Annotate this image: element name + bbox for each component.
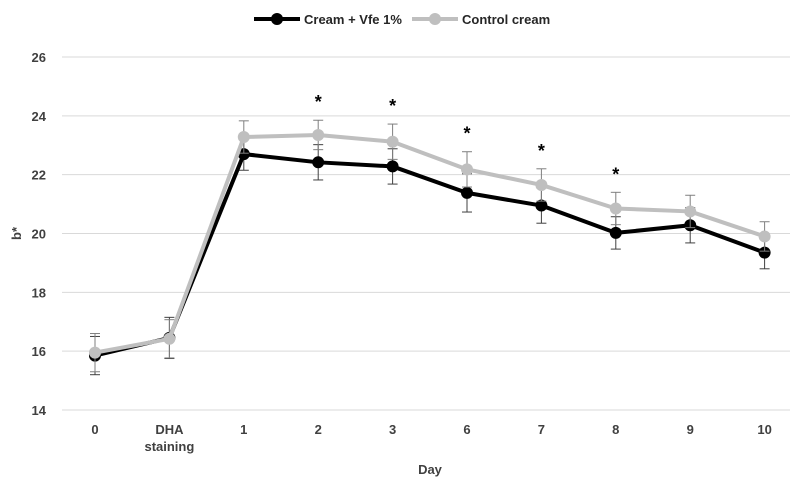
gridlines: [62, 56, 790, 411]
data-point: [609, 202, 622, 215]
legend: Cream + Vfe 1% Control cream: [254, 12, 550, 27]
significance-mark: *: [463, 124, 470, 144]
significance-mark: *: [315, 92, 322, 112]
y-tick-label: 24: [32, 109, 47, 124]
significance-mark: *: [389, 96, 396, 116]
series-layer: [89, 119, 771, 376]
series-line: [94, 132, 766, 355]
legend-label: Control cream: [462, 12, 550, 27]
y-tick-label: 20: [32, 227, 46, 242]
y-tick-label: 16: [32, 344, 46, 359]
legend-label: Cream + Vfe 1%: [304, 12, 402, 27]
x-tick-label: 2: [315, 422, 322, 437]
data-point: [758, 230, 771, 243]
x-tick-label: 9: [687, 422, 694, 437]
x-tick-label: 0: [91, 422, 98, 437]
series-cream-vfe: [89, 137, 771, 376]
x-tick-label: 10: [757, 422, 771, 437]
legend-item: Cream + Vfe 1%: [254, 12, 402, 27]
legend-marker: [429, 13, 441, 25]
significance-mark: *: [612, 164, 619, 184]
series-line: [94, 152, 766, 358]
legend-item: Control cream: [412, 12, 550, 27]
x-tick-label: DHA staining: [144, 422, 194, 454]
data-point: [684, 205, 697, 218]
data-point: [461, 163, 473, 176]
y-axis-title: b*: [9, 226, 24, 240]
x-axis-ticks: 0 DHA staining 1 2 3 6 7 8 9 10: [91, 422, 771, 454]
data-point: [312, 156, 325, 169]
x-tick-label: 1: [240, 422, 247, 437]
data-point: [386, 135, 399, 148]
significance-marks: * * * * *: [315, 92, 620, 184]
x-axis-title: Day: [418, 462, 443, 477]
data-point: [535, 199, 548, 212]
x-tick-label: 7: [538, 422, 545, 437]
series-control-cream: [89, 119, 771, 373]
data-point: [461, 186, 473, 199]
significance-mark: *: [538, 141, 545, 161]
data-point: [237, 131, 250, 144]
data-point: [89, 346, 101, 359]
x-tick-label: 3: [389, 422, 396, 437]
y-tick-label: 18: [32, 285, 46, 300]
data-point: [758, 246, 771, 259]
x-tick-label: 8: [612, 422, 619, 437]
y-tick-label: 22: [32, 168, 46, 183]
data-point: [163, 332, 176, 345]
data-point: [609, 226, 622, 239]
y-axis-ticks: 14 16 18 20 22 24 26: [32, 50, 47, 418]
legend-marker: [271, 13, 283, 25]
data-point: [386, 160, 399, 173]
x-tick-label: 6: [463, 422, 470, 437]
y-tick-label: 14: [32, 403, 47, 418]
data-point: [312, 128, 325, 141]
data-point: [237, 148, 250, 161]
data-point: [535, 178, 548, 191]
y-tick-label: 26: [32, 50, 46, 65]
